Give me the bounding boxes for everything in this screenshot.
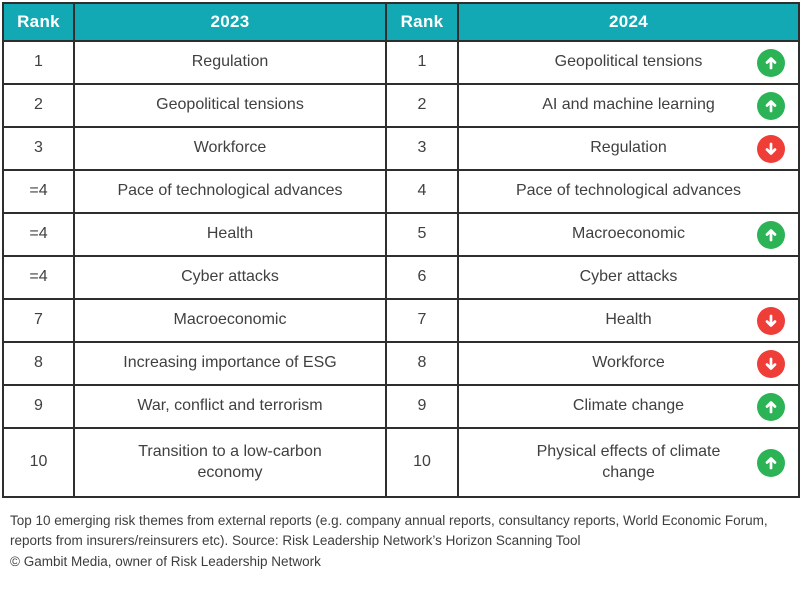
theme-2024-label: Cyber attacks — [579, 268, 678, 286]
table-row: 3 Workforce 3 Regulation — [2, 126, 800, 171]
theme-2024-label: AI and machine learning — [542, 96, 715, 114]
rank-2024-cell: 6 — [385, 255, 459, 300]
theme-2024-cell: Climate change — [457, 384, 800, 429]
rank-2024-cell: 1 — [385, 40, 459, 85]
rank-2023-cell: 10 — [2, 427, 75, 498]
theme-2023-cell: Macroeconomic — [73, 298, 387, 343]
theme-2024-label: Geopolitical tensions — [554, 53, 703, 71]
rank-2024-cell: 9 — [385, 384, 459, 429]
rank-2023-cell: =4 — [2, 255, 75, 300]
rank-2023-cell: =4 — [2, 169, 75, 214]
down-arrow-icon — [757, 349, 785, 378]
up-arrow-icon — [757, 220, 785, 249]
rank-2023-cell: 8 — [2, 341, 75, 386]
rank-2023-cell: 1 — [2, 40, 75, 85]
theme-2024-cell: Health — [457, 298, 800, 343]
rank-2024-cell: 10 — [385, 427, 459, 498]
header-row: Rank 2023 Rank 2024 — [2, 2, 800, 42]
table-row: 2 Geopolitical tensions 2 AI and machine… — [2, 83, 800, 128]
table-row: =4 Cyber attacks 6 Cyber attacks — [2, 255, 800, 300]
table-row: 8 Increasing importance of ESG 8 Workfor… — [2, 341, 800, 386]
down-arrow-icon — [757, 306, 785, 335]
rankings-table: Rank 2023 Rank 2024 1 Regulation 1 Geopo… — [2, 2, 800, 498]
theme-2023-cell: Regulation — [73, 40, 387, 85]
up-arrow-icon — [757, 91, 785, 120]
rank-2024-cell: 4 — [385, 169, 459, 214]
theme-2024-label: Physical effects of climate change — [536, 442, 721, 481]
theme-2023-cell: War, conflict and terrorism — [73, 384, 387, 429]
theme-2024-label: Macroeconomic — [572, 225, 685, 243]
rank-2024-cell: 7 — [385, 298, 459, 343]
theme-2024-label: Pace of technological advances — [515, 182, 742, 200]
table-row: 10 Transition to a low-carbon economy 10… — [2, 427, 800, 498]
source-description: Top 10 emerging risk themes from externa… — [10, 513, 768, 549]
theme-2023-cell: Geopolitical tensions — [73, 83, 387, 128]
up-arrow-icon — [757, 48, 785, 77]
rank-2024-cell: 8 — [385, 341, 459, 386]
rank-2024-cell: 3 — [385, 126, 459, 171]
theme-2023-cell: Workforce — [73, 126, 387, 171]
rank-2023-cell: 2 — [2, 83, 75, 128]
rank-2024-cell: 2 — [385, 83, 459, 128]
theme-2023-cell: Transition to a low-carbon economy — [73, 427, 387, 498]
theme-2024-cell: Workforce — [457, 341, 800, 386]
rank-2023-cell: =4 — [2, 212, 75, 257]
theme-2024-cell: Regulation — [457, 126, 800, 171]
table-row: 9 War, conflict and terrorism 9 Climate … — [2, 384, 800, 429]
theme-2024-label: Climate change — [572, 397, 685, 415]
header-year-2024: 2024 — [457, 2, 800, 42]
theme-2024-cell: AI and machine learning — [457, 83, 800, 128]
table-row: 7 Macroeconomic 7 Health — [2, 298, 800, 343]
theme-2023-cell: Health — [73, 212, 387, 257]
header-rank-2023: Rank — [2, 2, 75, 42]
theme-2023-label: Transition to a low-carbon economy — [138, 442, 322, 481]
theme-2024-label: Workforce — [592, 354, 665, 372]
rank-2023-cell: 9 — [2, 384, 75, 429]
theme-2024-label: Health — [605, 311, 652, 329]
theme-2024-label: Regulation — [590, 139, 667, 157]
table-row: =4 Health 5 Macroeconomic — [2, 212, 800, 257]
theme-2024-cell: Pace of technological advances — [457, 169, 800, 214]
down-arrow-icon — [757, 134, 785, 163]
theme-2024-cell: Geopolitical tensions — [457, 40, 800, 85]
rank-2024-cell: 5 — [385, 212, 459, 257]
header-rank-2024: Rank — [385, 2, 459, 42]
theme-2024-cell: Macroeconomic — [457, 212, 800, 257]
theme-2024-cell: Physical effects of climate change — [457, 427, 800, 498]
table-row: =4 Pace of technological advances 4 Pace… — [2, 169, 800, 214]
theme-2023-cell: Cyber attacks — [73, 255, 387, 300]
footer-note: Top 10 emerging risk themes from externa… — [10, 511, 788, 572]
theme-2023-cell: Increasing importance of ESG — [73, 341, 387, 386]
up-arrow-icon — [757, 448, 785, 477]
table-row: 1 Regulation 1 Geopolitical tensions — [2, 40, 800, 85]
theme-2024-cell: Cyber attacks — [457, 255, 800, 300]
up-arrow-icon — [757, 392, 785, 421]
theme-2023-cell: Pace of technological advances — [73, 169, 387, 214]
rank-2023-cell: 3 — [2, 126, 75, 171]
header-year-2023: 2023 — [73, 2, 387, 42]
rank-2023-cell: 7 — [2, 298, 75, 343]
copyright-line: © Gambit Media, owner of Risk Leadership… — [10, 553, 321, 569]
